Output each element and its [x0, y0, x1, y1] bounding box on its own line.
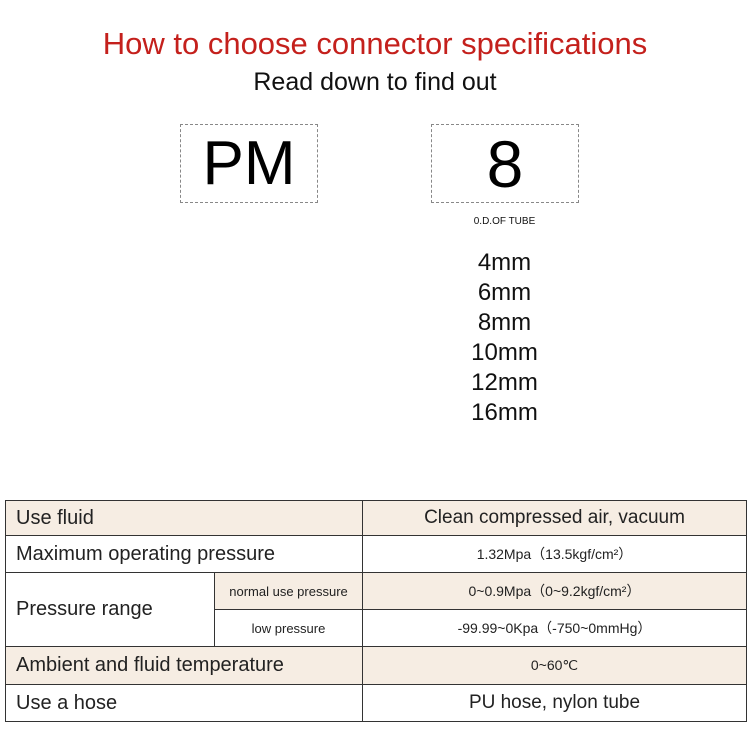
normal-pressure-label: normal use pressure	[214, 572, 363, 610]
tube-size: 10mm	[471, 339, 538, 366]
max-pressure-value: 1.32Mpa（13.5kgf/cm²）	[362, 535, 747, 573]
max-pressure-label: Maximum operating pressure	[5, 535, 363, 573]
hose-value: PU hose, nylon tube	[362, 684, 747, 722]
size-code-box: 8	[431, 124, 579, 203]
tube-size: 12mm	[471, 369, 538, 396]
series-code-box: PM	[180, 124, 318, 203]
tube-size: 8mm	[477, 309, 532, 336]
low-pressure-value: -99.99~0Kpa（-750~0mmHg）	[362, 609, 747, 647]
use-fluid-label: Use fluid	[5, 500, 363, 536]
page-subtitle: Read down to find out	[253, 68, 497, 96]
pressure-range-label: Pressure range	[5, 572, 215, 647]
use-fluid-value: Clean compressed air, vacuum	[362, 500, 747, 536]
low-pressure-label: low pressure	[214, 609, 363, 647]
page-title: How to choose connector specifications	[102, 26, 648, 61]
temperature-label: Ambient and fluid temperature	[5, 646, 363, 685]
size-caption: 0.D.OF TUBE	[473, 216, 536, 227]
hose-label: Use a hose	[5, 684, 363, 722]
tube-size: 4mm	[477, 249, 532, 276]
temperature-value: 0~60℃	[362, 646, 747, 685]
tube-size: 16mm	[471, 399, 538, 426]
normal-pressure-value: 0~0.9Mpa（0~9.2kgf/cm²）	[362, 572, 747, 610]
tube-size-list: 4mm 6mm 8mm 10mm 12mm 16mm	[431, 248, 578, 428]
tube-size: 6mm	[477, 279, 532, 306]
